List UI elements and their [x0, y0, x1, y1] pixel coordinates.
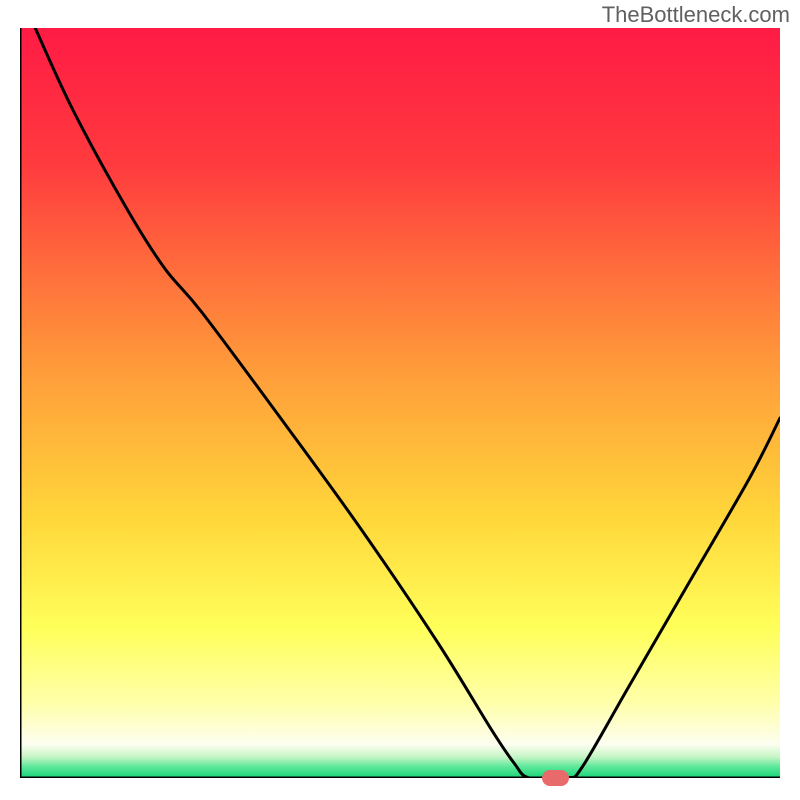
axes-layer — [20, 28, 780, 778]
optimal-marker — [542, 770, 569, 787]
watermark-text: TheBottleneck.com — [602, 2, 790, 28]
chart-root: TheBottleneck.com — [0, 0, 800, 800]
plot-area — [20, 28, 780, 778]
